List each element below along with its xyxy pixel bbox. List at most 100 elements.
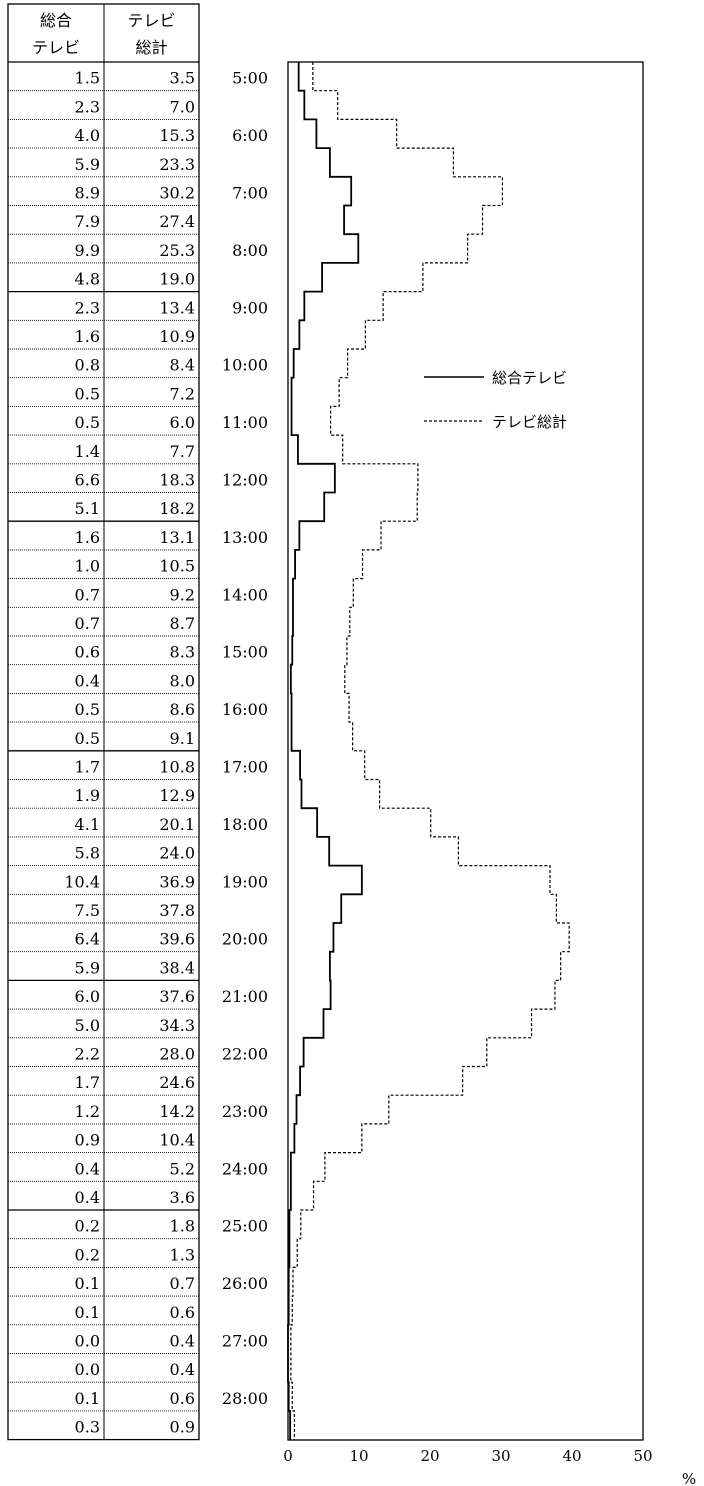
table-cell-series1: 5.0	[75, 1016, 100, 1035]
table-cell-series1: 7.5	[75, 901, 100, 920]
table-cell-series1: 0.1	[75, 1274, 100, 1293]
table-cell-series1: 0.7	[75, 585, 100, 604]
table-cell-series1: 0.7	[75, 614, 100, 633]
table-cell-series2: 0.6	[170, 1303, 195, 1322]
table-cell-series1: 6.6	[75, 471, 100, 490]
table-cell-series2: 10.8	[159, 758, 195, 777]
table-cell-series2: 38.4	[159, 958, 195, 977]
table-cell-series2: 0.4	[170, 1360, 195, 1379]
legend-label-series2: テレビ総計	[492, 413, 567, 431]
table-cell-series1: 0.4	[75, 1188, 100, 1207]
table-cell-series1: 0.4	[75, 1159, 100, 1178]
table-cell-series2: 7.0	[170, 97, 195, 116]
table-header-line2: 総計	[135, 38, 167, 57]
series-line-1	[287, 62, 363, 1440]
table-cell-series2: 10.9	[159, 327, 195, 346]
time-label: 22:00	[222, 1045, 268, 1064]
table-cell-series1: 1.2	[75, 1102, 100, 1121]
table-cell-series2: 7.7	[170, 442, 195, 461]
table-cell-series1: 2.3	[75, 298, 100, 317]
legend-label-series1: 総合テレビ	[492, 369, 567, 387]
table-cell-series2: 25.3	[159, 241, 195, 260]
time-label: 11:00	[222, 413, 268, 432]
table-cell-series2: 0.9	[170, 1418, 195, 1437]
table-cell-series2: 20.1	[159, 815, 195, 834]
table-cell-series2: 34.3	[159, 1016, 195, 1035]
time-label: 12:00	[222, 471, 268, 490]
x-tick-label: 30	[491, 1447, 510, 1465]
time-label: 6:00	[232, 126, 268, 145]
table-cell-series2: 8.7	[170, 614, 195, 633]
table-cell-series2: 0.4	[170, 1332, 195, 1351]
time-label: 5:00	[232, 69, 268, 88]
table-cell-series2: 27.4	[159, 212, 195, 231]
table-cell-series2: 8.3	[170, 643, 195, 662]
time-label: 18:00	[222, 815, 268, 834]
table-cell-series2: 18.2	[159, 499, 195, 518]
table-cell-series2: 24.0	[159, 844, 195, 863]
table-header-line1: テレビ	[127, 11, 175, 30]
table-cell-series2: 37.8	[159, 901, 195, 920]
table-cell-series1: 10.4	[64, 872, 100, 891]
table-cell-series1: 5.9	[75, 155, 100, 174]
table-cell-series1: 0.2	[75, 1217, 100, 1236]
table-cell-series2: 12.9	[159, 786, 195, 805]
table-cell-series1: 0.5	[75, 700, 100, 719]
time-label: 21:00	[222, 987, 268, 1006]
table-cell-series2: 9.2	[170, 585, 195, 604]
table-cell-series1: 0.5	[75, 384, 100, 403]
table-cell-series1: 4.1	[75, 815, 100, 834]
x-tick-label: 10	[349, 1447, 368, 1465]
table-header-line1: 総合	[40, 11, 72, 30]
time-label: 13:00	[222, 528, 268, 547]
time-label: 8:00	[232, 241, 268, 260]
table-cell-series1: 6.0	[75, 987, 100, 1006]
table-cell-series1: 0.8	[75, 356, 100, 375]
table-cell-series1: 0.3	[75, 1418, 100, 1437]
time-label: 17:00	[222, 758, 268, 777]
table-cell-series1: 9.9	[75, 241, 100, 260]
table-cell-series1: 0.5	[75, 413, 100, 432]
series-line-2	[290, 62, 570, 1440]
table-cell-series1: 4.0	[75, 126, 100, 145]
table-cell-series2: 23.3	[159, 155, 195, 174]
time-label: 27:00	[222, 1332, 268, 1351]
table-cell-series1: 0.6	[75, 643, 100, 662]
table-cell-series1: 7.9	[75, 212, 100, 231]
table-cell-series2: 15.3	[159, 126, 195, 145]
table-cell-series2: 0.6	[170, 1389, 195, 1408]
table-cell-series1: 1.6	[75, 327, 100, 346]
table-cell-series1: 4.8	[75, 270, 100, 289]
table-cell-series2: 10.4	[159, 1131, 195, 1150]
table-cell-series2: 19.0	[159, 270, 195, 289]
table-cell-series2: 13.1	[159, 528, 195, 547]
table-header-line2: テレビ	[32, 38, 80, 57]
table-cell-series1: 0.2	[75, 1245, 100, 1264]
table-cell-series2: 39.6	[159, 930, 195, 949]
table-cell-series1: 1.0	[75, 557, 100, 576]
time-label: 23:00	[222, 1102, 268, 1121]
table-cell-series2: 1.3	[170, 1245, 195, 1264]
table-cell-series2: 0.7	[170, 1274, 195, 1293]
time-label: 7:00	[232, 184, 268, 203]
x-axis-ticks: 0 10 20 30 40 50	[283, 1447, 652, 1465]
table-cell-series1: 2.2	[75, 1045, 100, 1064]
table-cell-series2: 8.6	[170, 700, 195, 719]
time-label: 15:00	[222, 643, 268, 662]
table-cell-series2: 28.0	[159, 1045, 195, 1064]
table-cell-series2: 8.4	[170, 356, 195, 375]
table-cell-series2: 10.5	[159, 557, 195, 576]
table-cell-series1: 0.4	[75, 671, 100, 690]
table-cell-series2: 3.6	[170, 1188, 195, 1207]
table-cell-series2: 24.6	[159, 1073, 195, 1092]
table-cell-series1: 0.0	[75, 1332, 100, 1351]
table-cell-series1: 0.1	[75, 1389, 100, 1408]
time-label: 20:00	[222, 930, 268, 949]
time-label: 9:00	[232, 298, 268, 317]
time-label: 28:00	[222, 1389, 268, 1408]
time-label: 26:00	[222, 1274, 268, 1293]
table-cell-series2: 1.8	[170, 1217, 195, 1236]
table-cell-series1: 0.5	[75, 729, 100, 748]
